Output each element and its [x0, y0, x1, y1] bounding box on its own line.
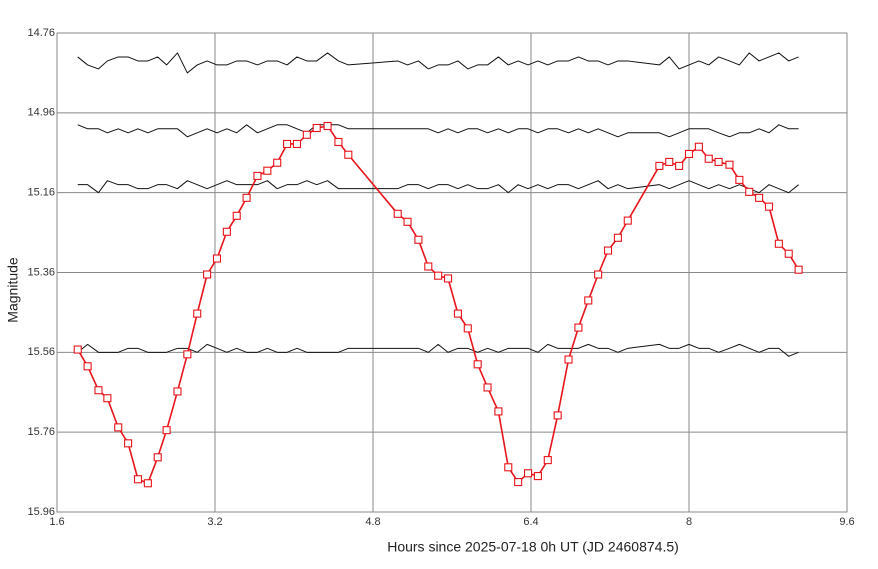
data-point: [403, 217, 412, 226]
data-point: [523, 469, 533, 478]
data-point: [755, 193, 764, 202]
data-point: [774, 239, 783, 248]
data-point: [94, 386, 103, 395]
y-tick-label: 15.96: [27, 506, 55, 518]
data-point: [193, 309, 202, 318]
data-point: [483, 383, 492, 392]
data-point: [564, 355, 573, 364]
data-point: [584, 296, 593, 305]
y-tick-label: 14.96: [27, 107, 55, 119]
data-point: [133, 475, 143, 484]
x-axis-title: Hours since 2025-07-18 0h UT (JD 2460874…: [387, 539, 679, 555]
data-point: [453, 309, 462, 318]
data-point: [124, 439, 133, 448]
data-point: [745, 187, 754, 196]
data-point: [655, 161, 664, 170]
data-point: [504, 463, 513, 472]
data-point: [694, 142, 703, 151]
x-tick-label: 9.6: [839, 516, 854, 528]
data-point: [784, 249, 793, 258]
data-point: [153, 453, 162, 462]
data-point: [103, 394, 112, 403]
data-point: [253, 171, 262, 180]
data-point: [242, 193, 251, 202]
data-point: [543, 456, 552, 465]
data-point: [312, 123, 321, 133]
data-point: [714, 157, 723, 166]
data-point: [83, 362, 92, 371]
data-point: [283, 139, 292, 149]
data-point: [533, 472, 542, 481]
data-point: [764, 202, 774, 211]
data-point: [302, 130, 311, 139]
data-point: [434, 271, 443, 280]
data-point: [684, 149, 694, 158]
data-point: [173, 387, 182, 396]
data-point: [794, 265, 803, 274]
data-point: [735, 175, 744, 184]
data-point: [212, 254, 222, 263]
data-point: [183, 350, 192, 359]
data-point: [675, 161, 684, 170]
data-point: [334, 137, 343, 147]
data-point: [613, 233, 622, 242]
data-point: [704, 154, 713, 163]
data-point: [114, 423, 123, 432]
data-point: [222, 227, 231, 236]
comparison-curve: [77, 124, 799, 138]
data-point: [623, 216, 632, 225]
data-point: [553, 411, 562, 420]
comparison-curve: [77, 343, 799, 357]
data-point: [344, 150, 353, 159]
data-point: [414, 235, 423, 244]
y-tick-label: 15.36: [27, 266, 55, 278]
data-point: [203, 270, 212, 279]
data-point: [574, 323, 583, 332]
x-tick-label: 1.6: [49, 516, 64, 528]
data-point: [725, 160, 734, 169]
x-tick-label: 3.2: [207, 516, 222, 528]
data-point: [514, 478, 523, 487]
data-point: [323, 121, 332, 131]
data-point: [424, 262, 433, 271]
data-point: [443, 274, 453, 283]
data-point: [143, 479, 152, 488]
x-tick-label: 6.4: [523, 516, 538, 528]
y-tick-label: 15.56: [27, 346, 55, 358]
data-point: [162, 426, 171, 435]
y-tick-label: 15.76: [27, 426, 55, 438]
comparison-curve: [77, 52, 799, 74]
data-point: [494, 407, 503, 416]
data-point: [232, 211, 241, 220]
data-point: [463, 324, 472, 333]
data-point: [263, 166, 272, 175]
data-point: [73, 345, 82, 354]
data-point: [292, 139, 302, 149]
x-tick-label: 4.8: [365, 516, 380, 528]
data-point: [603, 246, 613, 255]
y-tick-label: 14.76: [27, 27, 55, 39]
y-tick-label: 15.16: [27, 187, 55, 199]
data-point: [273, 158, 282, 167]
data-point: [665, 157, 674, 166]
data-point: [473, 360, 482, 369]
comparison-curve: [77, 180, 799, 194]
x-tick-label: 8: [686, 516, 692, 528]
data-point: [594, 270, 603, 279]
y-axis-title: Magnitude: [5, 257, 21, 323]
data-point: [393, 209, 402, 218]
